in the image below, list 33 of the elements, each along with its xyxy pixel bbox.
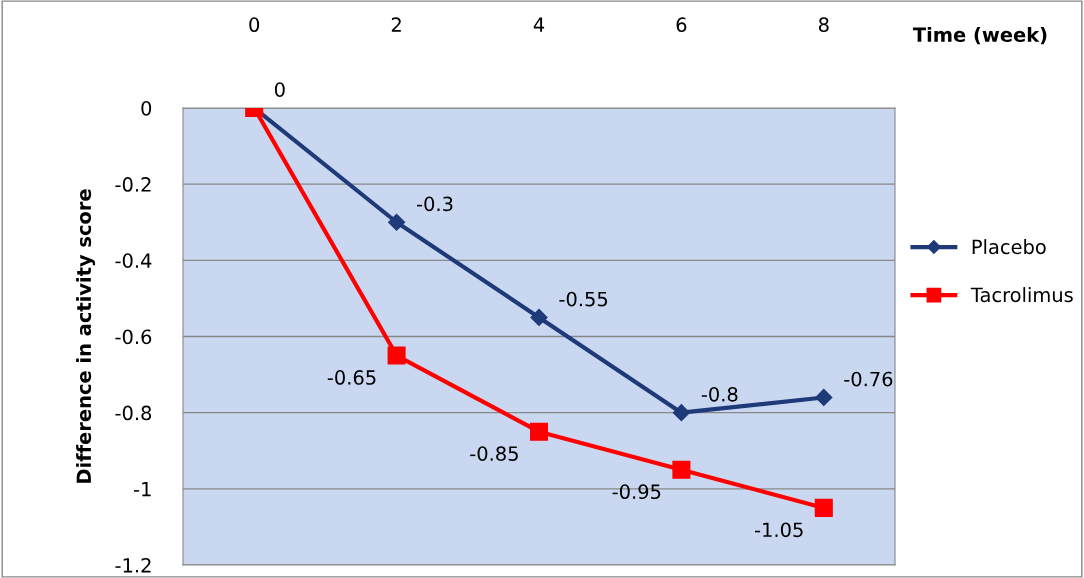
data-label: -1.05 [755, 522, 803, 538]
legend-label: Tacrolimus [970, 287, 1073, 303]
point [672, 404, 690, 422]
y-tick-label: -0.8 [115, 405, 152, 421]
data-label: -0.95 [612, 484, 661, 500]
data-label: -0.85 [470, 446, 518, 461]
legend-label: Placebo [972, 239, 1046, 255]
x-tick-label: 6 [676, 17, 687, 33]
y-tick-label: -1 [134, 482, 151, 497]
point [529, 422, 549, 441]
y-tick-label: -1.2 [115, 557, 151, 573]
point [672, 460, 691, 479]
point [388, 213, 406, 231]
point [387, 346, 406, 365]
data-label: -0.3 [417, 196, 453, 212]
data-label: -0.55 [559, 291, 608, 307]
data-label: 0 [274, 82, 285, 97]
x-tick-label: 8 [818, 17, 829, 33]
point [815, 388, 833, 406]
y-tick-label: 0 [141, 100, 152, 116]
point [530, 308, 548, 327]
data-label: -0.8 [701, 386, 738, 402]
y-axis-title: Difference in activity score [76, 189, 96, 483]
y-tick-label: -0.6 [115, 329, 152, 345]
x-tick-label: 0 [249, 17, 260, 33]
x-axis-title: Time (week) [912, 26, 1047, 45]
y-tick-label: -0.2 [115, 177, 151, 192]
x-tick-label: 2 [391, 17, 401, 32]
y-tick-label: -0.4 [115, 253, 152, 268]
point [814, 498, 833, 517]
data-label: -0.65 [327, 370, 376, 385]
data-label: -0.76 [844, 371, 893, 387]
x-tick-label: 4 [533, 17, 545, 32]
